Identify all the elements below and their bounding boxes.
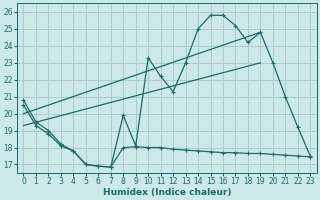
- X-axis label: Humidex (Indice chaleur): Humidex (Indice chaleur): [103, 188, 231, 197]
